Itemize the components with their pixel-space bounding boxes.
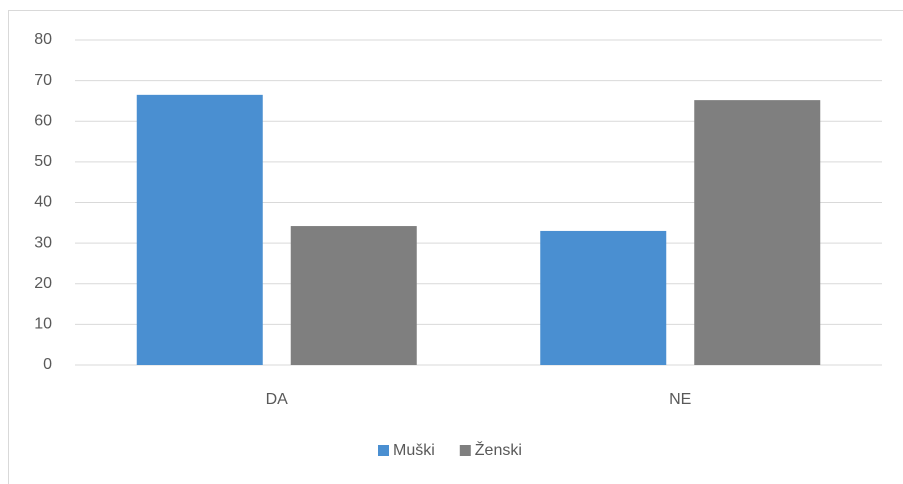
chart-frame	[8, 10, 903, 484]
y-tick-label: 50	[34, 153, 52, 170]
y-tick-label: 60	[34, 112, 52, 129]
x-tick-label: DA	[266, 391, 289, 408]
legend-swatch	[378, 445, 389, 456]
y-tick-label: 80	[34, 31, 52, 48]
y-tick-label: 20	[34, 275, 52, 292]
bar	[694, 100, 821, 365]
bar	[136, 94, 263, 365]
bar	[540, 230, 667, 365]
legend-label: Ženski	[475, 440, 522, 459]
x-tick-label: NE	[669, 391, 691, 408]
y-tick-label: 40	[34, 194, 52, 211]
y-tick-label: 30	[34, 234, 52, 251]
legend-swatch	[459, 445, 471, 456]
legend-label: Muški	[393, 442, 435, 459]
y-tick-label: 70	[34, 72, 52, 89]
bar	[290, 226, 417, 365]
y-tick-label: 10	[34, 316, 52, 333]
y-tick-label: 0	[43, 356, 52, 373]
